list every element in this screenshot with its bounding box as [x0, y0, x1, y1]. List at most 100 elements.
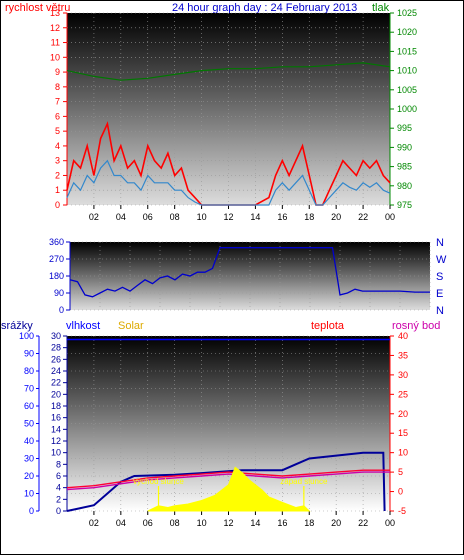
bottom-series: [66, 338, 390, 512]
x-tick-label: 04: [116, 518, 126, 528]
direction-left-axis: 0 90 180 270 360: [49, 237, 71, 315]
humidity-tick-label: 20: [24, 471, 34, 481]
rain-tick-label: 22: [51, 378, 61, 388]
x-tick-label: 06: [143, 212, 153, 222]
rain-tick-label: 24: [51, 366, 61, 376]
tick-label: 1020: [397, 27, 417, 37]
x-tick-label: 22: [358, 212, 368, 222]
series-solar: [147, 466, 311, 512]
solar-label: Solar: [118, 320, 144, 332]
tick-label: 2: [55, 170, 60, 180]
wind-speed-label: rychlost větru: [5, 2, 70, 14]
tick-label: 1: [55, 185, 60, 195]
tick-label: 0: [55, 200, 60, 210]
x-tick-label: 20: [331, 212, 341, 222]
x-tick-label: 10: [197, 212, 207, 222]
rain-tick-label: 12: [51, 436, 61, 446]
rain-tick-label: 8: [56, 459, 61, 469]
x-tick-label: 08: [170, 212, 180, 222]
temperature-tick-label: 10: [398, 448, 408, 458]
temperature-tick-label: 20: [398, 409, 408, 419]
top-right-axis: 975 980 985 990 995 1000 1005 1010 1015 1020 1025: [389, 8, 417, 210]
temperature-tick-label: 0: [398, 487, 403, 497]
direction-tick-label: N: [436, 305, 444, 317]
tick-label: 6: [55, 111, 60, 121]
bottom-left-axis: 0102030405060708090100024681012141618202…: [19, 331, 68, 516]
humidity-tick-label: 30: [24, 454, 34, 464]
series-dewpoint: [66, 471, 390, 491]
tick-label: 360: [49, 237, 64, 247]
direction-tick-label: E: [436, 288, 443, 300]
x-tick-label: 04: [116, 212, 126, 222]
tick-label: 995: [397, 123, 412, 133]
graph-title: 24 hour graph day : 24 February 2013: [172, 2, 357, 14]
rain-tick-label: 16: [51, 413, 61, 423]
rain-label: srážky: [1, 320, 33, 332]
x-tick-label: 16: [277, 212, 287, 222]
x-tick-label: 00: [385, 518, 395, 528]
x-tick-label: 06: [143, 518, 153, 528]
series-rain: [66, 451, 386, 512]
tick-label: 8: [55, 82, 60, 92]
x-tick-label: 14: [250, 518, 260, 528]
temperature-tick-label: 5: [398, 467, 403, 477]
dewpoint-label: rosný bod: [392, 320, 440, 332]
humidity-tick-label: 10: [24, 489, 34, 499]
rain-tick-label: 4: [56, 483, 61, 493]
x-tick-label: 10: [197, 518, 207, 528]
series-temperature: [66, 469, 390, 489]
temperature-tick-label: 25: [398, 389, 408, 399]
tick-label: 3: [55, 156, 60, 166]
tick-label: 990: [397, 142, 412, 152]
tick-label: 975: [397, 200, 412, 210]
temperature-tick-label: 30: [398, 370, 408, 380]
tick-label: 7: [55, 97, 60, 107]
temperature-tick-label: 40: [398, 331, 408, 341]
tick-label: 0: [59, 305, 64, 315]
series-average: [66, 159, 391, 206]
rain-tick-label: 0: [56, 506, 61, 516]
humidity-tick-label: 70: [24, 384, 34, 394]
tick-label: 10: [50, 52, 60, 62]
direction-tick-label: W: [436, 254, 447, 266]
tick-label: 270: [49, 254, 64, 264]
tick-label: 1000: [397, 104, 417, 114]
rain-tick-label: 30: [51, 331, 61, 341]
tick-label: 1025: [397, 8, 417, 18]
temperature-tick-label: -5: [398, 506, 406, 516]
tick-label: 90: [54, 288, 64, 298]
tick-label: 9: [55, 67, 60, 77]
rain-tick-label: 28: [51, 343, 61, 353]
tick-label: 1015: [397, 46, 417, 56]
rain-tick-label: 18: [51, 401, 61, 411]
tick-label: 12: [50, 23, 60, 33]
direction-tick-label: N: [436, 237, 444, 249]
x-tick-label: 22: [358, 518, 368, 528]
tick-label: 4: [55, 141, 60, 151]
x-tick-label: 02: [89, 518, 99, 528]
rain-tick-label: 10: [51, 448, 61, 458]
humidity-label: vlhkost: [66, 320, 100, 332]
humidity-tick-label: 90: [24, 349, 34, 359]
tick-label: 1010: [397, 66, 417, 76]
tick-label: 180: [49, 271, 64, 281]
sun-annotations: východ slunce západ slunce: [133, 477, 328, 511]
x-tick-label: 20: [331, 518, 341, 528]
series-pressure: [66, 62, 391, 81]
x-tick-label: 08: [170, 518, 180, 528]
bottom-x-axis: 02 04 06 08 10 12 14 16 18 20 22 00: [89, 511, 395, 528]
tick-label: 985: [397, 162, 412, 172]
x-tick-label: 12: [223, 518, 233, 528]
humidity-tick-label: 40: [24, 436, 34, 446]
sun-annotation: západ slunce: [280, 477, 328, 486]
direction-grid: [70, 241, 431, 311]
x-tick-label: 16: [277, 518, 287, 528]
rain-tick-label: 14: [51, 424, 61, 434]
rain-tick-label: 6: [56, 471, 61, 481]
pressure-label: tlak: [372, 2, 390, 14]
x-tick-label: 00: [385, 212, 395, 222]
sun-annotation: východ slunce: [133, 477, 184, 486]
temperature-tick-label: 35: [398, 350, 408, 360]
